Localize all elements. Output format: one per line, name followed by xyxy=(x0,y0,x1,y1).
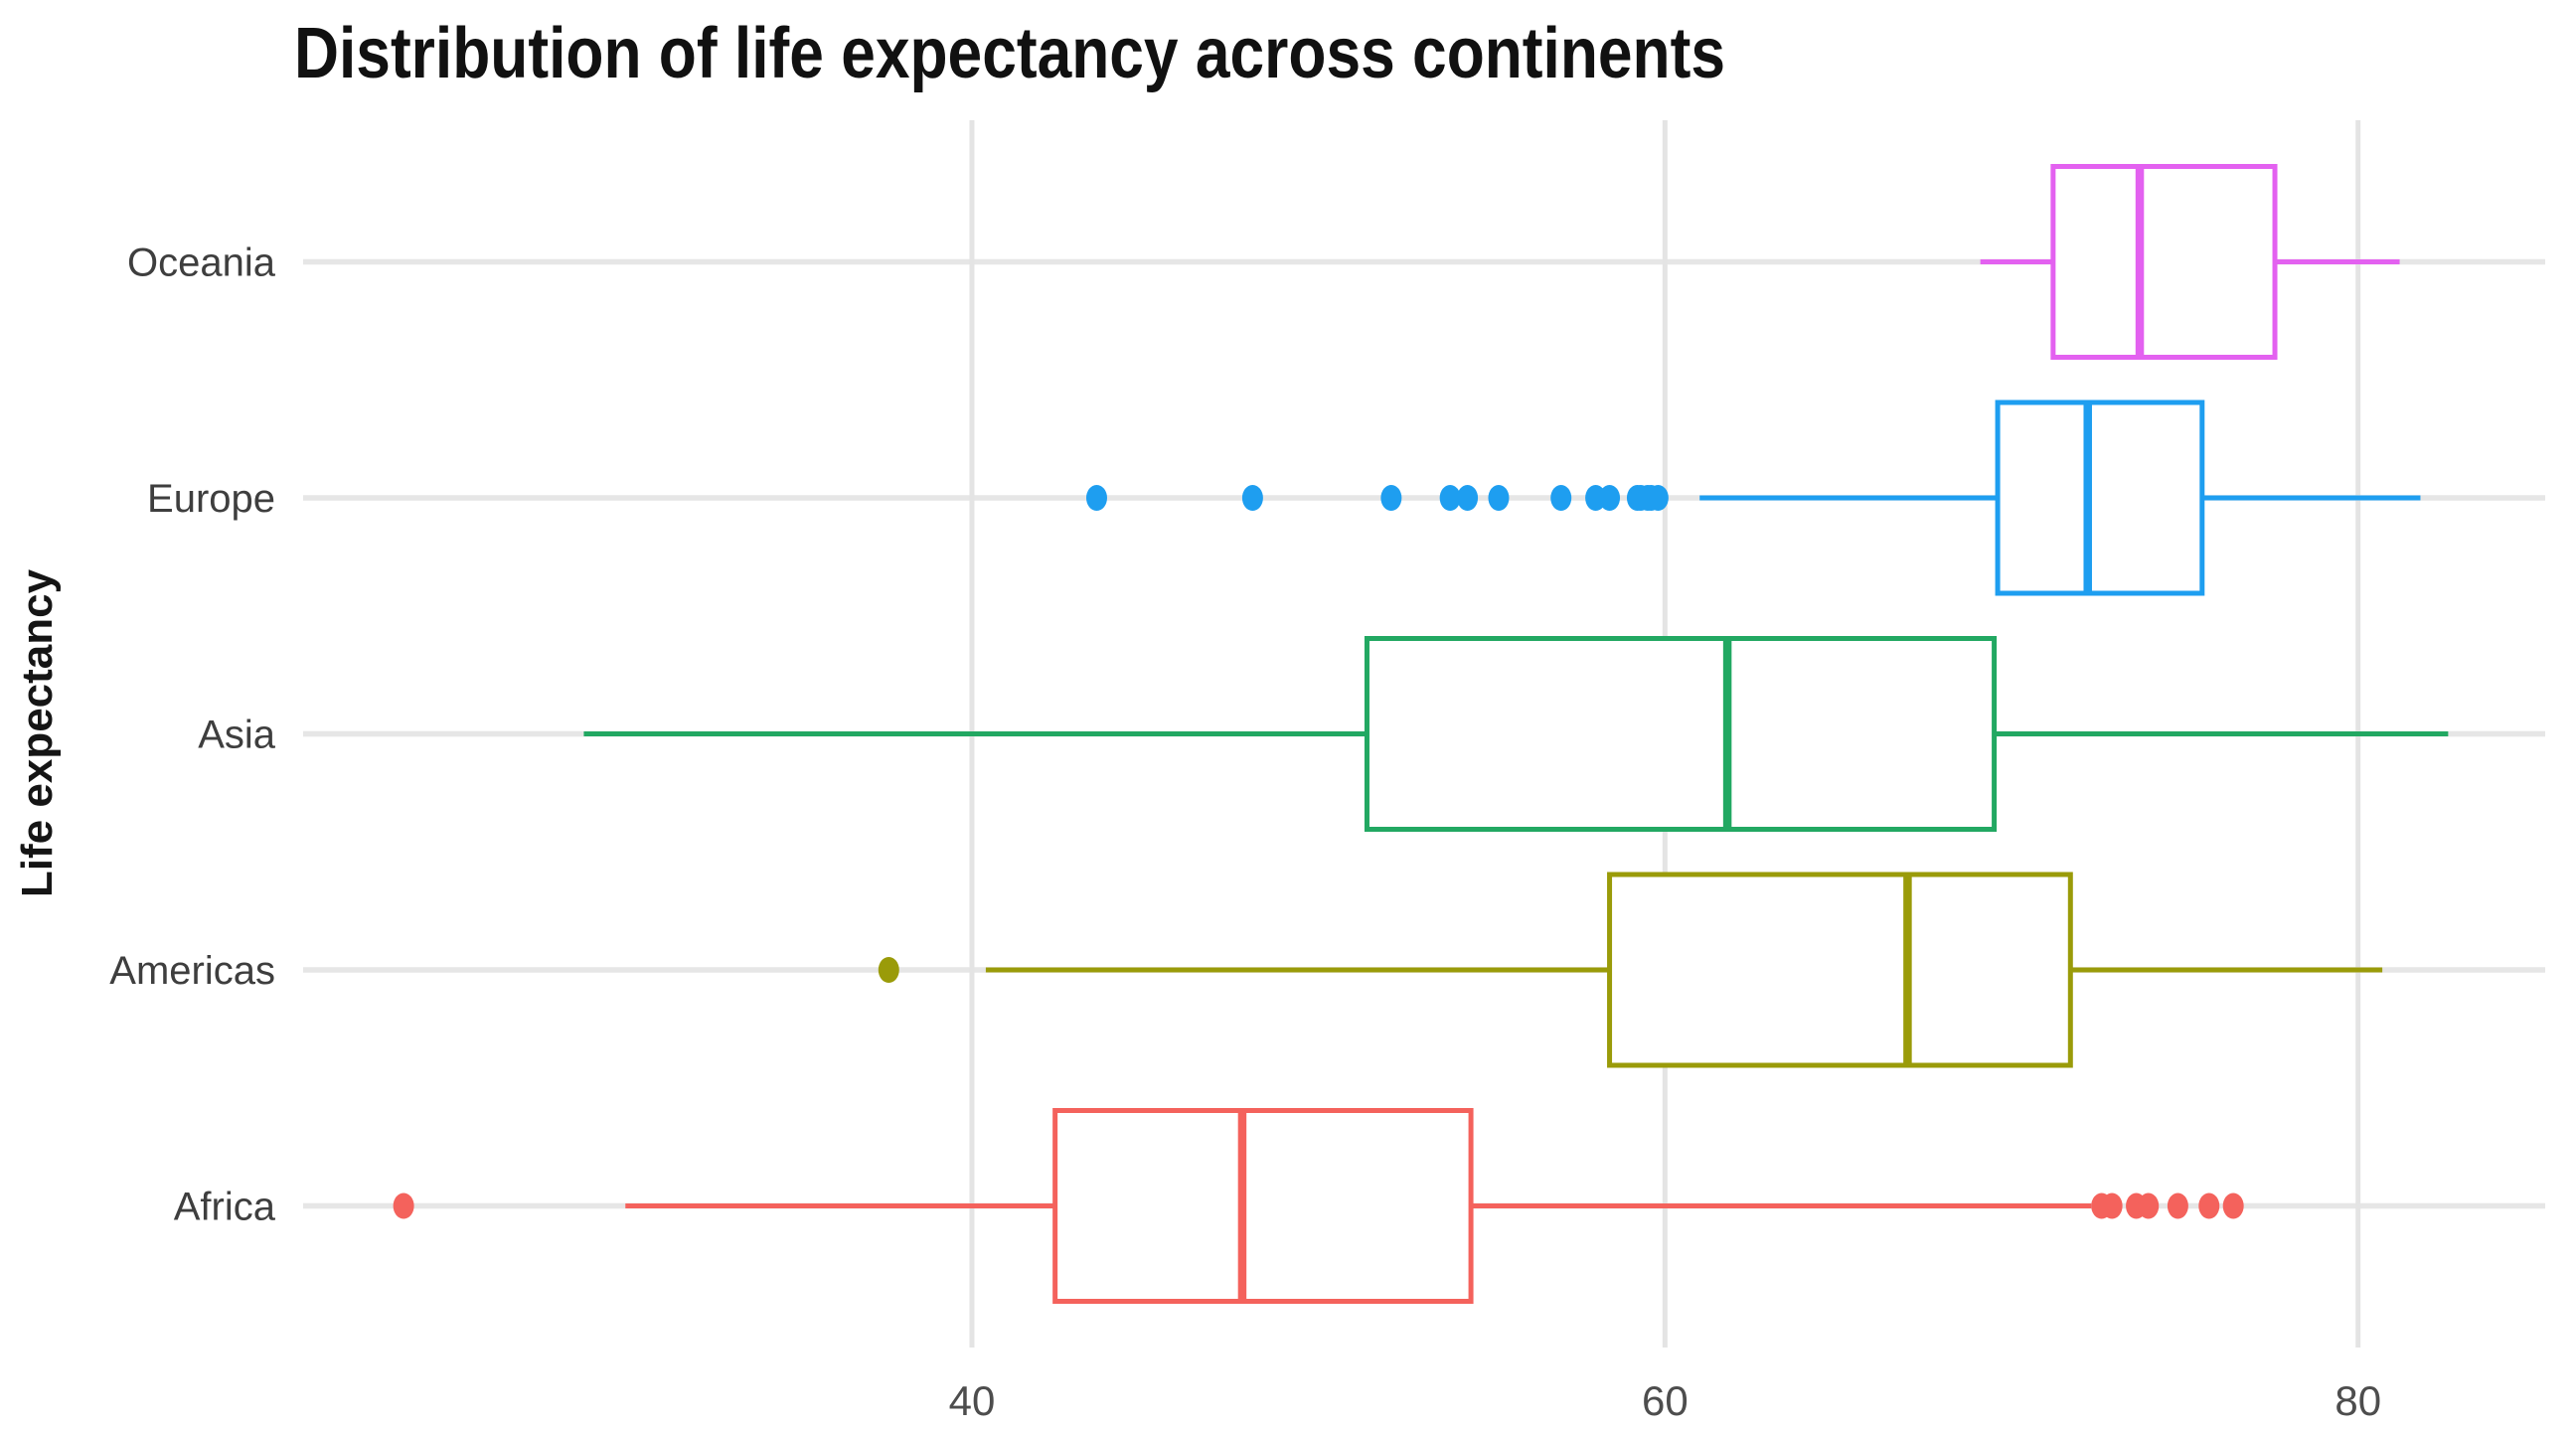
outlier-dot xyxy=(2101,1192,2123,1219)
boxplot-oceania xyxy=(1980,164,2400,360)
iqr-box xyxy=(1995,399,2205,596)
category-label-europe: Europe xyxy=(147,477,275,521)
y-axis-labels: Oceania Europe Asia Americas Africa xyxy=(109,241,275,1229)
chart-title: Distribution of life expectancy across c… xyxy=(294,14,1725,93)
boxplot-americas xyxy=(878,872,2383,1068)
outlier-dot xyxy=(1550,485,1572,511)
outlier-dot xyxy=(1599,485,1621,511)
iqr-box xyxy=(1364,636,1998,832)
outlier-dot xyxy=(1488,485,1510,511)
outlier-dot xyxy=(1457,485,1479,511)
outlier-dot xyxy=(878,957,899,983)
category-label-africa: Africa xyxy=(174,1186,276,1229)
boxplot-asia xyxy=(583,636,2449,832)
category-label-asia: Asia xyxy=(198,714,276,757)
outlier-dot xyxy=(2198,1192,2220,1219)
y-axis-title: Life expectancy xyxy=(13,568,62,897)
x-tick-label-80: 80 xyxy=(2334,1377,2381,1424)
outlier-dot xyxy=(1380,485,1402,511)
x-axis-labels: 40 60 80 xyxy=(949,1377,2381,1424)
iqr-box xyxy=(1607,872,2073,1068)
category-label-oceania: Oceania xyxy=(127,241,276,285)
outlier-dot xyxy=(393,1192,414,1219)
outlier-dot xyxy=(2138,1192,2160,1219)
category-label-americas: Americas xyxy=(109,949,275,993)
outlier-dot xyxy=(2222,1192,2244,1219)
outlier-dot xyxy=(1241,485,1263,511)
x-tick-label-60: 60 xyxy=(1642,1377,1689,1424)
boxplot-africa xyxy=(393,1108,2244,1304)
boxplot-europe xyxy=(1085,399,2421,596)
x-tick-label-40: 40 xyxy=(949,1377,996,1424)
iqr-box xyxy=(2050,164,2278,360)
boxes-layer xyxy=(393,164,2449,1304)
outlier-dot xyxy=(2167,1192,2188,1219)
iqr-box xyxy=(1052,1108,1474,1304)
outlier-dot xyxy=(1439,485,1461,511)
outlier-dot xyxy=(1647,485,1669,511)
outlier-dot xyxy=(1085,485,1107,511)
